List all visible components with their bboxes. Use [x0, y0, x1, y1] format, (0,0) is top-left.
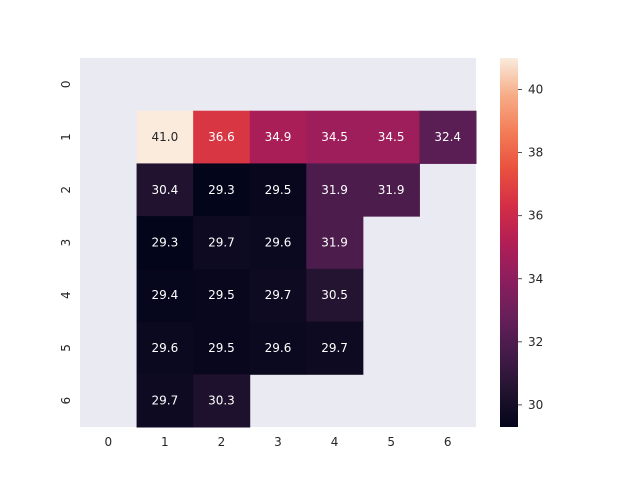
cell-value-r3-c4: 31.9 — [321, 236, 348, 250]
heatmap-cell-r3-c2 — [193, 216, 251, 270]
cell-value-r2-c5: 31.9 — [378, 183, 405, 197]
y-tick-label-0: 0 — [59, 81, 73, 89]
colorbar-ticks: 30 32 34 36 38 40 — [518, 83, 543, 412]
heatmap-cell-r2-c1 — [136, 163, 194, 217]
colorbar-gradient — [500, 58, 518, 427]
x-tick-label-6: 6 — [444, 435, 452, 449]
heatmap-cell-r5-c2 — [193, 321, 251, 375]
cell-value-r3-c1: 29.3 — [151, 236, 178, 250]
heatmap-cell-r4-c2 — [193, 268, 251, 323]
colorbar-tick-label-0: 30 — [528, 398, 543, 412]
cell-value-r2-c2: 29.3 — [208, 183, 235, 197]
x-tick-label-5: 5 — [387, 435, 395, 449]
colorbar-tick-label-3: 36 — [528, 209, 543, 223]
cell-value-r4-c1: 29.4 — [151, 288, 178, 302]
cell-value-r5-c3: 29.6 — [265, 341, 292, 355]
y-tick-label-3: 3 — [59, 239, 73, 247]
x-tick-label-0: 0 — [104, 435, 112, 449]
cell-value-r1-c5: 34.5 — [378, 130, 405, 144]
y-tick-label-5: 5 — [59, 344, 73, 352]
heatmap-cell-r4-c4 — [306, 268, 364, 323]
y-axis-ticks: 0 1 2 3 4 5 6 — [59, 81, 73, 405]
cell-value-r5-c1: 29.6 — [151, 341, 178, 355]
cell-value-r4-c4: 30.5 — [321, 288, 348, 302]
colorbar-tick-label-4: 38 — [528, 146, 543, 160]
cell-value-r5-c2: 29.5 — [208, 341, 235, 355]
heatmap-cell-r6-c1 — [136, 374, 194, 428]
y-tick-label-4: 4 — [59, 291, 73, 299]
cell-value-r2-c1: 30.4 — [151, 183, 178, 197]
heatmap-cell-r2-c2 — [193, 163, 251, 217]
y-tick-label-6: 6 — [59, 397, 73, 405]
heatmap-cell-r1-c2 — [193, 110, 251, 164]
colorbar-tick-label-1: 32 — [528, 335, 543, 349]
heatmap-cell-r5-c3 — [249, 321, 307, 375]
x-tick-label-1: 1 — [161, 435, 169, 449]
heatmap-cell-r1-c1 — [136, 110, 194, 164]
cell-value-r4-c3: 29.7 — [265, 288, 292, 302]
x-tick-label-3: 3 — [274, 435, 282, 449]
x-axis-ticks: 0 1 2 3 4 5 6 — [104, 435, 451, 449]
heatmap-cell-r1-c4 — [306, 110, 364, 164]
heatmap-cell-r2-c4 — [306, 163, 364, 217]
y-tick-label-2: 2 — [59, 186, 73, 194]
heatmap-cell-r4-c3 — [249, 268, 307, 323]
heatmap-cell-r3-c3 — [249, 216, 307, 270]
cell-value-r4-c2: 29.5 — [208, 288, 235, 302]
cell-value-r1-c3: 34.9 — [265, 130, 292, 144]
colorbar-tick-label-2: 34 — [528, 272, 543, 286]
heatmap-cell-r1-c3 — [249, 110, 307, 164]
cell-value-r6-c1: 29.7 — [151, 394, 178, 408]
cell-value-r6-c2: 30.3 — [208, 394, 235, 408]
heatmap-cell-r1-c5 — [362, 110, 420, 164]
cell-value-r1-c6: 32.4 — [434, 130, 461, 144]
colorbar: 30 32 34 36 38 40 — [500, 58, 543, 427]
heatmap-cell-r6-c2 — [193, 374, 251, 428]
heatmap-cell-r2-c3 — [249, 163, 307, 217]
cell-value-r1-c2: 36.6 — [208, 130, 235, 144]
x-tick-label-4: 4 — [331, 435, 339, 449]
heatmap-cells — [136, 110, 477, 428]
heatmap-cell-labels: 41.0 36.6 34.9 34.5 34.5 32.4 30.4 29.3 29.5 31.9… — [151, 130, 461, 408]
y-tick-label-1: 1 — [59, 133, 73, 141]
colorbar-tick-label-5: 40 — [528, 83, 543, 97]
cell-value-r5-c4: 29.7 — [321, 341, 348, 355]
heatmap-cell-r2-c5 — [362, 163, 420, 217]
heatmap-cell-r3-c4 — [306, 216, 364, 270]
heatmap-cell-r5-c1 — [136, 321, 194, 375]
heatmap-cell-r4-c1 — [136, 268, 194, 323]
cell-value-r2-c3: 29.5 — [265, 183, 292, 197]
cell-value-r3-c3: 29.6 — [265, 236, 292, 250]
heatmap-cell-r1-c6 — [419, 110, 477, 164]
heatmap-cell-r5-c4 — [306, 321, 364, 375]
heatmap-cell-r3-c1 — [136, 216, 194, 270]
cell-value-r1-c1: 41.0 — [151, 130, 178, 144]
cell-value-r1-c4: 34.5 — [321, 130, 348, 144]
x-tick-label-2: 2 — [218, 435, 226, 449]
cell-value-r3-c2: 29.7 — [208, 236, 235, 250]
cell-value-r2-c4: 31.9 — [321, 183, 348, 197]
